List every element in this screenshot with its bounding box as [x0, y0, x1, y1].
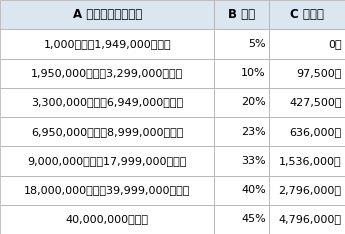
- FancyBboxPatch shape: [0, 176, 214, 205]
- Text: 23%: 23%: [241, 127, 266, 137]
- Text: 40,000,000円以上: 40,000,000円以上: [66, 214, 149, 224]
- FancyBboxPatch shape: [214, 176, 269, 205]
- Text: 3,300,000円から6,949,000円まで: 3,300,000円から6,949,000円まで: [31, 97, 183, 107]
- FancyBboxPatch shape: [0, 0, 214, 29]
- Text: A 課税退職所得金額: A 課税退職所得金額: [72, 8, 142, 21]
- Text: 5%: 5%: [248, 39, 266, 49]
- Text: 20%: 20%: [241, 97, 266, 107]
- FancyBboxPatch shape: [269, 176, 345, 205]
- Text: 6,950,000円から8,999,000円まで: 6,950,000円から8,999,000円まで: [31, 127, 183, 137]
- Text: C 控除額: C 控除額: [290, 8, 324, 21]
- FancyBboxPatch shape: [269, 146, 345, 176]
- FancyBboxPatch shape: [269, 29, 345, 58]
- FancyBboxPatch shape: [269, 88, 345, 117]
- Text: 33%: 33%: [241, 156, 266, 166]
- Text: 45%: 45%: [241, 214, 266, 224]
- FancyBboxPatch shape: [0, 58, 214, 88]
- Text: B 税率: B 税率: [228, 8, 255, 21]
- Text: 0円: 0円: [328, 39, 342, 49]
- FancyBboxPatch shape: [0, 88, 214, 117]
- Text: 10%: 10%: [241, 68, 266, 78]
- Text: 18,000,000円から39,999,000円まで: 18,000,000円から39,999,000円まで: [24, 185, 190, 195]
- FancyBboxPatch shape: [214, 146, 269, 176]
- FancyBboxPatch shape: [269, 205, 345, 234]
- FancyBboxPatch shape: [214, 117, 269, 146]
- Text: 4,796,000円: 4,796,000円: [278, 214, 342, 224]
- Text: 2,796,000円: 2,796,000円: [278, 185, 342, 195]
- FancyBboxPatch shape: [214, 58, 269, 88]
- FancyBboxPatch shape: [0, 117, 214, 146]
- Text: 9,000,000円から17,999,000円まで: 9,000,000円から17,999,000円まで: [28, 156, 187, 166]
- FancyBboxPatch shape: [214, 88, 269, 117]
- FancyBboxPatch shape: [0, 205, 214, 234]
- Text: 636,000円: 636,000円: [289, 127, 342, 137]
- Text: 1,950,000円から3,299,000円まで: 1,950,000円から3,299,000円まで: [31, 68, 183, 78]
- FancyBboxPatch shape: [214, 205, 269, 234]
- FancyBboxPatch shape: [269, 58, 345, 88]
- Text: 1,000円から1,949,000円まで: 1,000円から1,949,000円まで: [43, 39, 171, 49]
- Text: 40%: 40%: [241, 185, 266, 195]
- FancyBboxPatch shape: [269, 0, 345, 29]
- FancyBboxPatch shape: [0, 29, 214, 58]
- Text: 1,536,000円: 1,536,000円: [279, 156, 342, 166]
- FancyBboxPatch shape: [269, 117, 345, 146]
- FancyBboxPatch shape: [0, 146, 214, 176]
- FancyBboxPatch shape: [214, 29, 269, 58]
- FancyBboxPatch shape: [214, 0, 269, 29]
- Text: 427,500円: 427,500円: [289, 97, 342, 107]
- Text: 97,500円: 97,500円: [296, 68, 342, 78]
